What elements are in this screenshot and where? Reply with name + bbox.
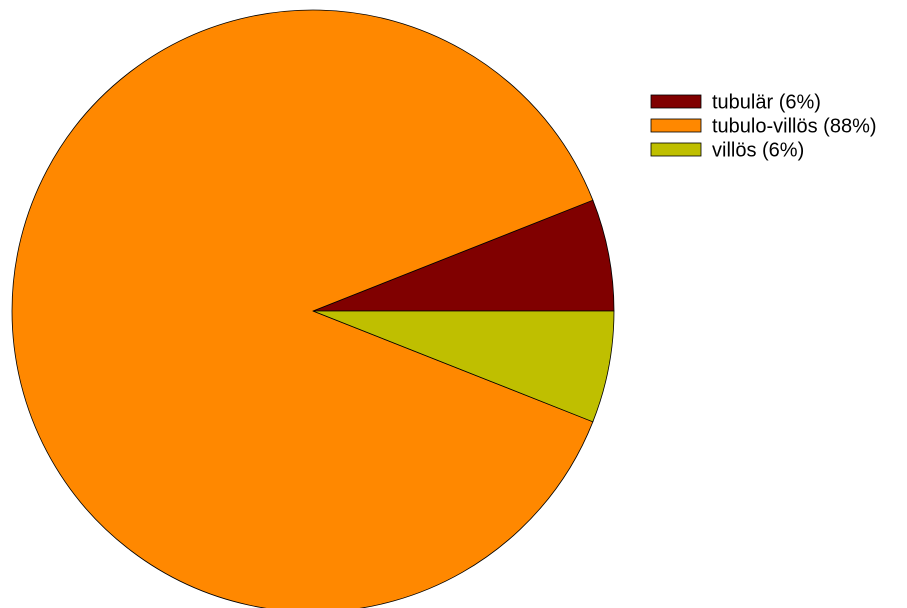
legend-label-3: villös (6%) — [712, 140, 804, 162]
legend-swatch-1 — [650, 94, 702, 109]
pie-slice-3 — [312, 310, 615, 423]
legend-swatch-2 — [650, 118, 702, 133]
pie-slice-2 — [11, 9, 594, 608]
legend: tubulär (6%)tubulo-villös (88%)villös (6… — [650, 92, 877, 162]
pie-slices — [11, 9, 615, 608]
legend-label-2: tubulo-villös (88%) — [712, 116, 877, 138]
legend-swatch-3 — [650, 142, 702, 157]
legend-label-1: tubulär (6%) — [712, 92, 821, 114]
